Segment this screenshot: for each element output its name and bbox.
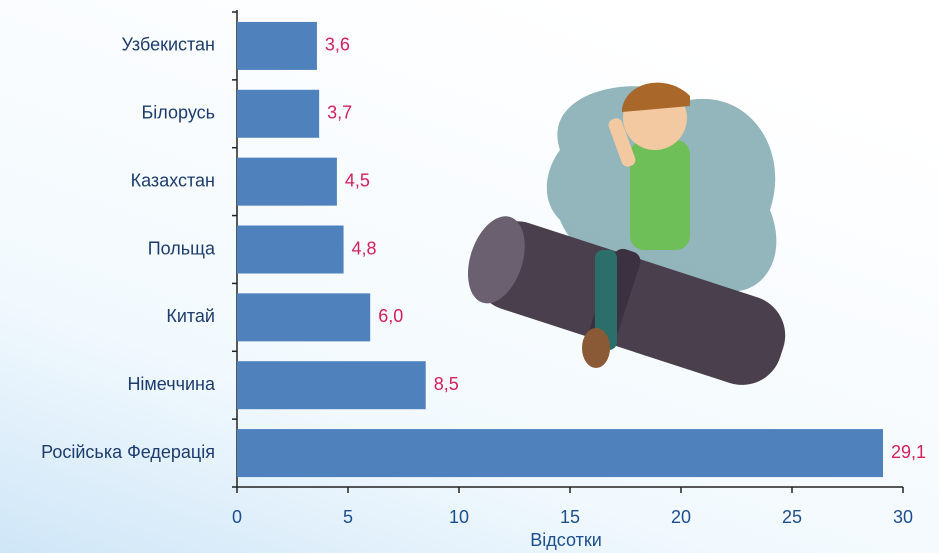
value-label: 3,6 bbox=[325, 35, 350, 55]
x-tick-label: 20 bbox=[671, 507, 691, 527]
y-tick-label: Білорусь bbox=[141, 103, 215, 123]
x-tick-label: 10 bbox=[449, 507, 469, 527]
y-tick-label: Узбекистан bbox=[121, 35, 215, 55]
x-axis-title: Відсотки bbox=[530, 530, 602, 550]
y-tick-label: Польща bbox=[148, 238, 216, 258]
y-tick-label: Китай bbox=[166, 306, 215, 326]
illustration bbox=[467, 82, 786, 385]
bar bbox=[237, 21, 317, 70]
bar bbox=[237, 89, 320, 138]
bar bbox=[237, 157, 337, 206]
x-tick-label: 0 bbox=[232, 507, 242, 527]
x-tick-label: 30 bbox=[893, 507, 913, 527]
value-label: 29,1 bbox=[891, 442, 926, 462]
value-label: 4,5 bbox=[345, 170, 370, 190]
value-label: 3,7 bbox=[327, 103, 352, 123]
bar bbox=[237, 293, 371, 342]
bar bbox=[237, 361, 426, 410]
y-tick-label: Казахстан bbox=[131, 170, 215, 190]
x-tick-label: 15 bbox=[560, 507, 580, 527]
bar bbox=[237, 429, 884, 478]
y-tick-label: Російська Федерація bbox=[41, 442, 215, 462]
x-tick-label: 25 bbox=[782, 507, 802, 527]
value-label: 4,8 bbox=[352, 238, 377, 258]
value-label: 6,0 bbox=[378, 306, 403, 326]
y-tick-label: Німеччина bbox=[127, 374, 216, 394]
value-label: 8,5 bbox=[434, 374, 459, 394]
bar bbox=[237, 225, 344, 274]
x-tick-label: 5 bbox=[343, 507, 353, 527]
